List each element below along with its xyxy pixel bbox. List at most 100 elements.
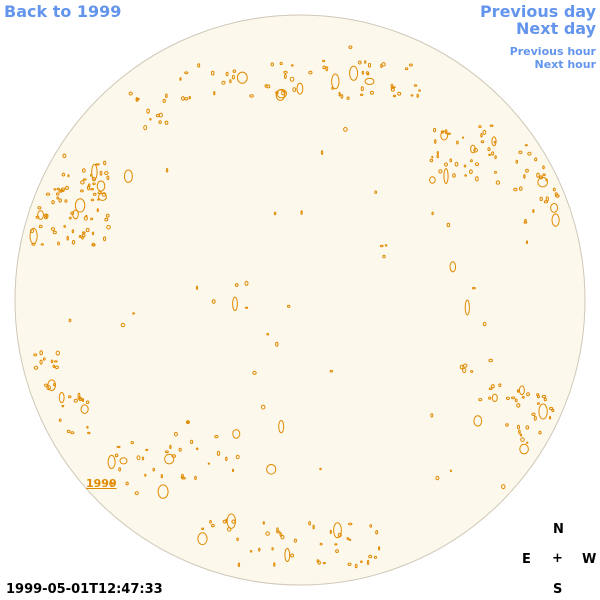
contour — [480, 133, 483, 138]
contour — [379, 244, 384, 248]
contour — [81, 231, 86, 234]
contour — [317, 560, 321, 565]
contour — [374, 190, 378, 194]
contour — [470, 370, 474, 373]
contour — [52, 364, 56, 369]
contour — [190, 439, 194, 445]
contour — [123, 169, 133, 183]
contour — [164, 450, 169, 454]
contour — [360, 560, 363, 564]
contour — [120, 322, 126, 328]
compass-north: N — [553, 522, 564, 537]
contour — [234, 283, 239, 287]
contour — [271, 547, 274, 551]
contour — [348, 538, 352, 541]
previous-hour-link[interactable]: Previous hour — [509, 45, 596, 58]
contour — [38, 224, 43, 229]
contour — [158, 112, 163, 118]
contour — [524, 144, 528, 147]
contour — [538, 430, 542, 435]
contour — [331, 73, 340, 90]
contour — [551, 213, 560, 227]
contour — [335, 549, 339, 553]
contour — [290, 64, 294, 67]
previous-day-link[interactable]: Previous day — [479, 2, 596, 21]
contour — [143, 125, 148, 131]
contour — [185, 420, 190, 425]
compass-center: + — [552, 551, 563, 566]
contour — [157, 484, 169, 499]
contour — [360, 93, 364, 97]
contour — [473, 415, 483, 427]
contour — [179, 77, 182, 81]
compass-west: W — [582, 552, 597, 567]
contour — [55, 350, 60, 356]
contour — [232, 69, 237, 73]
contour — [322, 59, 326, 63]
contour — [469, 159, 473, 163]
contour — [61, 404, 65, 408]
contour — [331, 86, 334, 90]
contour — [136, 97, 140, 101]
contour — [42, 357, 46, 361]
contour — [516, 389, 520, 393]
contour — [338, 91, 341, 97]
contour — [109, 481, 113, 486]
contour — [50, 227, 56, 231]
contour — [249, 550, 253, 553]
contour — [95, 163, 100, 166]
contour — [525, 240, 529, 244]
back-link[interactable]: Back to 1999 — [4, 2, 122, 21]
contour — [50, 359, 54, 364]
contour — [365, 71, 369, 75]
contour — [543, 200, 549, 204]
contour — [266, 332, 270, 336]
next-hour-link[interactable]: Next hour — [534, 58, 597, 71]
contour — [459, 364, 464, 370]
contour — [145, 448, 149, 452]
contour — [266, 464, 277, 475]
contour — [73, 398, 79, 403]
contour — [225, 71, 229, 77]
next-day-link[interactable]: Next day — [516, 19, 596, 38]
contour — [106, 175, 110, 181]
contour — [329, 529, 332, 535]
contour — [482, 321, 487, 327]
contour — [283, 70, 288, 74]
contour — [543, 397, 547, 402]
contour — [211, 523, 215, 528]
contour — [68, 216, 72, 220]
contour — [92, 192, 97, 196]
contour — [207, 462, 211, 465]
contour — [329, 369, 334, 373]
contour — [103, 160, 107, 166]
contour — [368, 554, 373, 559]
magnetic-contours — [29, 45, 560, 569]
contour — [552, 187, 556, 192]
contour — [446, 222, 451, 228]
contour — [67, 395, 72, 399]
contour — [258, 547, 261, 552]
timestamp: 1999-05-01T12:47:33 — [6, 582, 163, 597]
contour — [429, 158, 434, 163]
contour — [525, 168, 529, 173]
contour — [164, 453, 175, 465]
compass-east: E — [522, 552, 531, 567]
contour — [549, 415, 552, 420]
contour — [491, 151, 495, 156]
contour — [81, 168, 86, 173]
contour — [470, 144, 476, 154]
year-link[interactable]: 1999 — [86, 477, 117, 490]
contour — [37, 210, 44, 220]
contour — [366, 559, 370, 566]
contour — [78, 235, 82, 238]
contour — [270, 62, 274, 67]
contour — [464, 174, 467, 177]
contour — [130, 441, 134, 445]
contour — [265, 531, 270, 536]
contour — [229, 79, 232, 84]
contour — [436, 154, 440, 159]
contour — [462, 363, 468, 368]
